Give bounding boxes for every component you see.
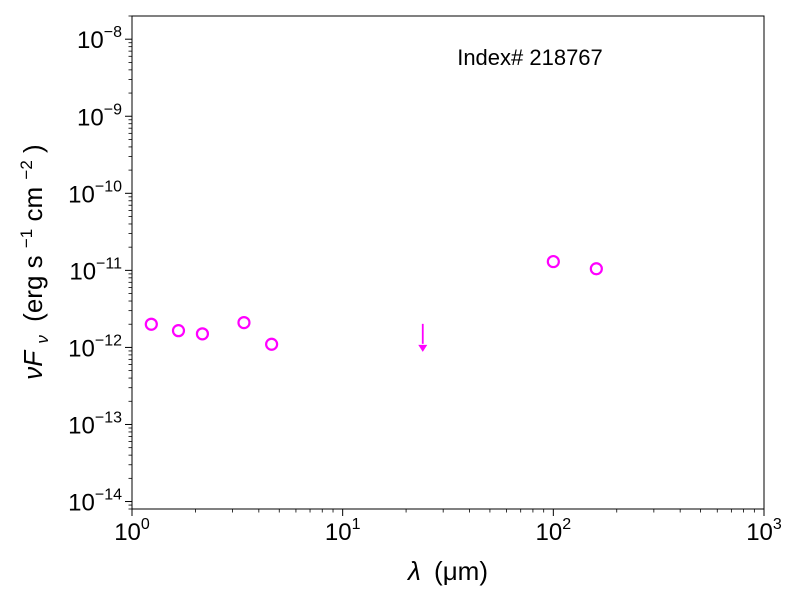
x-tick-base: 10 <box>325 519 352 546</box>
x-tick-label: 103 <box>746 516 782 546</box>
y-tick-base: 10 <box>68 335 95 362</box>
y-axis-subscript: ν <box>33 335 52 344</box>
upper-limit-head <box>418 344 428 352</box>
data-point <box>195 327 210 341</box>
y-tick-exponent: −12 <box>95 332 122 349</box>
x-tick-exponent: 1 <box>352 516 361 533</box>
x-axis-unit: (μm) <box>434 556 488 586</box>
data-point <box>171 324 186 338</box>
x-tick-label: 101 <box>325 516 361 546</box>
y-axis-exp2: −2 <box>17 160 36 179</box>
y-tick-exponent: −10 <box>95 178 122 195</box>
x-tick-exponent: 3 <box>773 516 782 533</box>
y-tick-base: 10 <box>69 258 96 285</box>
data-point <box>589 262 603 276</box>
upper-limit-arrow <box>418 323 428 352</box>
x-tick-exponent: 0 <box>141 516 150 533</box>
y-tick-exponent: −9 <box>104 101 122 118</box>
x-tick-label: 100 <box>114 516 150 546</box>
y-tick-label: 10−9 <box>77 101 122 131</box>
y-tick-exponent: −14 <box>95 487 122 504</box>
data-marks <box>144 254 603 352</box>
y-axis-symbol: νF <box>18 349 48 380</box>
x-tick-base: 10 <box>536 519 563 546</box>
y-tick-base: 10 <box>77 104 104 131</box>
x-tick-base: 10 <box>114 519 141 546</box>
y-tick-exponent: −13 <box>95 409 122 426</box>
y-tick-exponent: −11 <box>96 255 122 272</box>
axis-ticks: 100 101 102 10310−1410−1310−1210−1110−1010−… <box>68 15 782 546</box>
y-axis-exp1: −1 <box>17 229 36 248</box>
y-tick-label: 10−8 <box>77 24 122 54</box>
y-tick-base: 10 <box>68 412 95 439</box>
y-tick-label: 10−10 <box>68 178 122 208</box>
data-point <box>265 337 279 351</box>
y-tick-label: 10−13 <box>68 409 122 439</box>
x-tick-exponent: 2 <box>562 516 571 533</box>
x-tick-base: 10 <box>746 519 773 546</box>
x-axis-symbol: λ <box>406 556 421 586</box>
index-annotation: Index# 218767 <box>457 45 603 70</box>
data-point <box>546 254 560 269</box>
y-axis-label: νF ν (erg s −1 cm −2 ) <box>8 144 54 379</box>
y-tick-label: 10−14 <box>68 487 122 517</box>
y-tick-label: 10−11 <box>69 255 122 285</box>
x-axis-label: λ (μm) <box>406 556 488 586</box>
y-tick-base: 10 <box>68 490 95 517</box>
data-point <box>237 315 251 330</box>
data-point <box>144 317 158 331</box>
y-tick-base: 10 <box>77 27 104 54</box>
x-tick-label: 102 <box>536 516 572 546</box>
y-tick-label: 10−12 <box>68 332 122 362</box>
y-tick-exponent: −8 <box>104 24 122 41</box>
y-axis-unit-prefix: (erg s <box>18 255 48 321</box>
y-tick-base: 10 <box>68 181 95 208</box>
axes-frame <box>131 15 765 510</box>
y-axis-unit-suffix: ) <box>18 144 48 153</box>
y-axis-unit-mid: cm <box>18 187 48 222</box>
